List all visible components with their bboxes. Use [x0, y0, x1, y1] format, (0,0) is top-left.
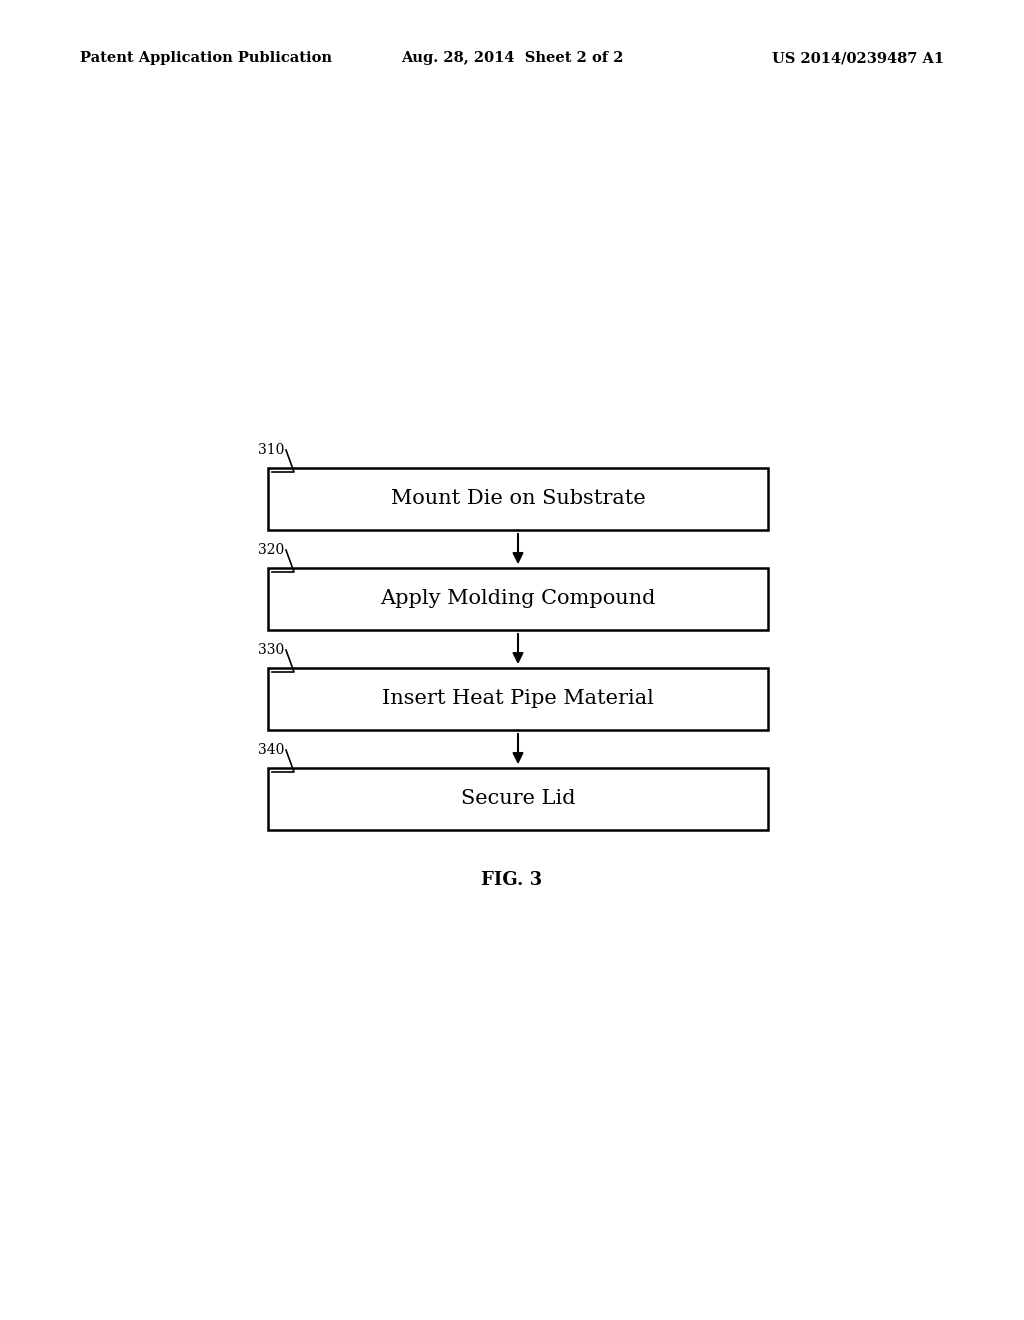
Bar [268, 768, 768, 830]
Text: 320: 320 [258, 543, 285, 557]
Bar [268, 469, 768, 531]
Text: FIG. 3: FIG. 3 [481, 871, 543, 888]
Text: Aug. 28, 2014  Sheet 2 of 2: Aug. 28, 2014 Sheet 2 of 2 [400, 51, 624, 65]
Text: Apply Molding Compound: Apply Molding Compound [380, 590, 655, 609]
Text: Patent Application Publication: Patent Application Publication [80, 51, 332, 65]
Text: US 2014/0239487 A1: US 2014/0239487 A1 [772, 51, 944, 65]
Text: Secure Lid: Secure Lid [461, 789, 575, 808]
Bar [268, 668, 768, 730]
Text: 310: 310 [258, 444, 285, 457]
Text: Insert Heat Pipe Material: Insert Heat Pipe Material [382, 689, 654, 709]
Text: Mount Die on Substrate: Mount Die on Substrate [390, 490, 645, 508]
Text: 330: 330 [258, 643, 285, 657]
Text: 340: 340 [258, 743, 285, 756]
Bar [268, 568, 768, 630]
